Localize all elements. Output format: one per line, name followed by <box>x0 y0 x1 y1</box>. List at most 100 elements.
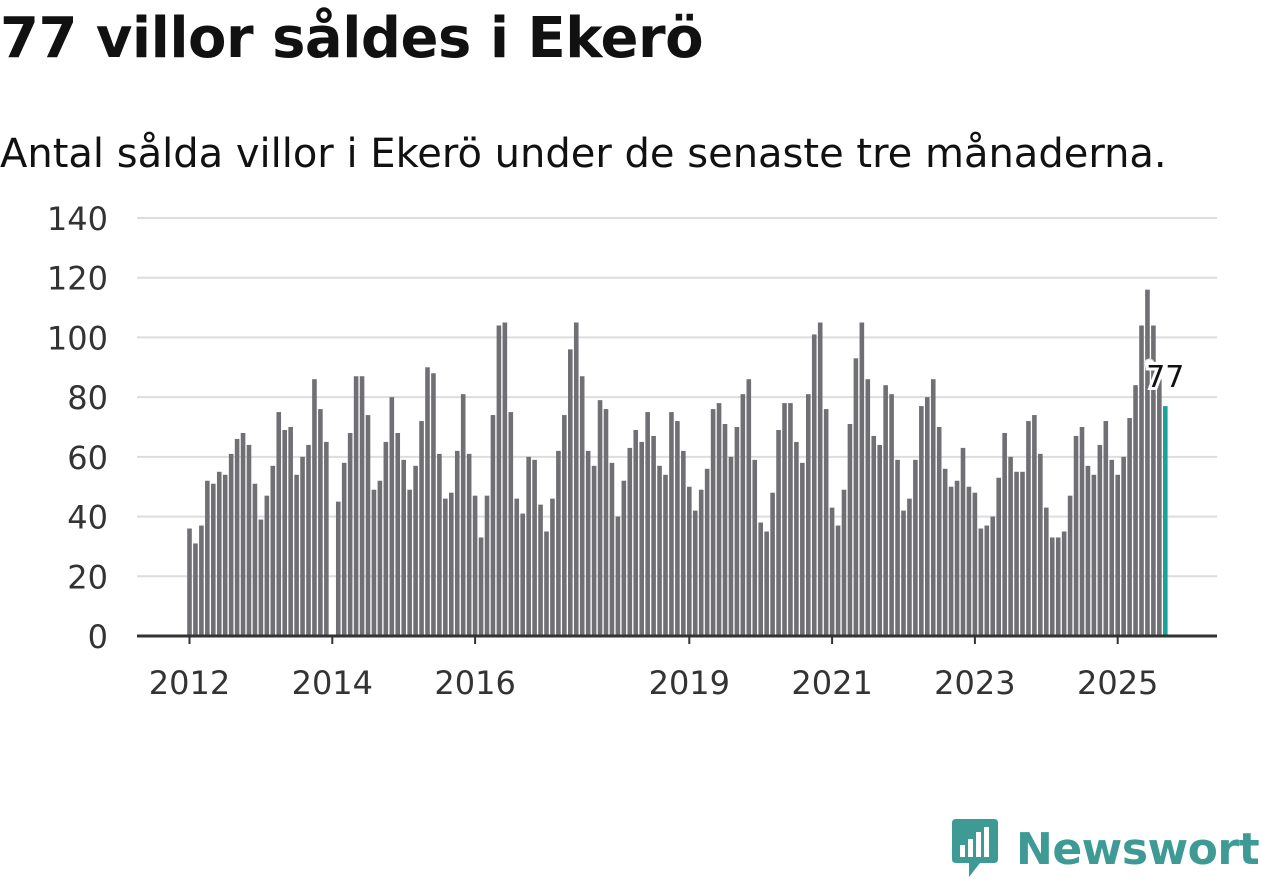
bar <box>514 498 520 636</box>
bar <box>240 432 246 636</box>
bar <box>211 483 216 636</box>
bar <box>800 462 805 636</box>
bar <box>728 456 734 636</box>
brand-logo: Newsworthy <box>950 819 1262 879</box>
bar <box>270 465 276 636</box>
bar <box>734 427 740 636</box>
bar <box>1049 537 1055 636</box>
bar <box>1151 325 1156 636</box>
bar <box>829 507 835 636</box>
bar <box>1014 471 1019 636</box>
bar <box>335 501 341 636</box>
bar <box>282 429 287 636</box>
bar <box>603 409 609 636</box>
bar <box>490 415 496 636</box>
bar <box>675 421 680 636</box>
bar <box>353 376 359 636</box>
bar <box>746 379 752 636</box>
bar <box>794 441 799 636</box>
bar <box>639 441 644 636</box>
bar <box>573 322 579 636</box>
bar <box>1067 495 1073 636</box>
bar <box>877 444 882 636</box>
bar <box>651 435 656 636</box>
bar <box>568 349 573 636</box>
annotation-dot <box>1143 358 1155 370</box>
bar <box>556 450 561 636</box>
bar <box>562 415 567 636</box>
bar <box>752 459 758 636</box>
bar <box>484 495 490 636</box>
brand-name: Newsworthy <box>1016 823 1262 875</box>
bar <box>443 498 448 636</box>
bar <box>782 403 787 636</box>
bar <box>835 525 841 636</box>
bar <box>1020 471 1025 636</box>
y-tick-label: 100 <box>47 319 108 357</box>
bar <box>925 397 930 636</box>
bar <box>740 394 746 636</box>
bar <box>300 456 305 636</box>
bar <box>960 447 966 636</box>
bar <box>621 480 627 636</box>
bar <box>318 409 323 636</box>
bar-highlight <box>1163 406 1168 636</box>
bar <box>687 486 692 636</box>
bar <box>984 525 990 636</box>
bar <box>704 468 710 636</box>
bar <box>895 459 900 636</box>
y-tick-label: 20 <box>67 558 108 596</box>
bar <box>776 429 781 636</box>
bar <box>954 480 960 636</box>
bar <box>609 462 615 636</box>
bar <box>199 525 204 636</box>
bar <box>990 516 996 636</box>
bar <box>288 427 293 636</box>
bar <box>264 495 270 636</box>
bar <box>341 462 347 636</box>
bar <box>460 394 466 636</box>
y-tick-label: 60 <box>67 439 108 477</box>
chart-subtitle: Antal sålda villor i Ekerö under de sena… <box>0 131 1167 177</box>
bar <box>1115 474 1120 636</box>
highlight-annotation: 77 <box>1143 357 1187 398</box>
bar <box>246 444 252 636</box>
bar <box>216 471 222 636</box>
bar <box>472 495 478 636</box>
bar <box>252 483 258 636</box>
bar <box>520 513 525 636</box>
bar <box>496 325 502 636</box>
bar <box>1073 435 1079 636</box>
bar <box>758 522 763 636</box>
bar <box>883 385 888 636</box>
bar <box>1139 325 1144 636</box>
bar <box>692 510 698 636</box>
bar <box>222 474 228 636</box>
bar <box>841 489 847 636</box>
bar <box>1157 379 1162 636</box>
bar <box>1055 537 1061 636</box>
bar <box>205 480 210 636</box>
bar <box>978 528 984 636</box>
bar <box>1127 418 1132 636</box>
bar <box>1097 444 1103 636</box>
bar <box>770 492 775 636</box>
bar <box>1145 289 1150 636</box>
bar <box>823 409 829 636</box>
bar <box>972 492 978 636</box>
bar <box>597 400 603 636</box>
bar <box>389 397 395 636</box>
bar <box>437 453 442 636</box>
bar <box>859 322 865 636</box>
bar <box>865 379 871 636</box>
bar <box>716 403 722 636</box>
bar <box>579 376 585 636</box>
bar <box>1133 385 1138 636</box>
bar <box>419 421 424 636</box>
bar <box>538 504 543 636</box>
x-tick-label: 2016 <box>434 664 515 702</box>
bar <box>425 367 430 636</box>
bar <box>1091 474 1097 636</box>
bar <box>371 489 377 636</box>
y-tick-label: 80 <box>67 379 108 417</box>
